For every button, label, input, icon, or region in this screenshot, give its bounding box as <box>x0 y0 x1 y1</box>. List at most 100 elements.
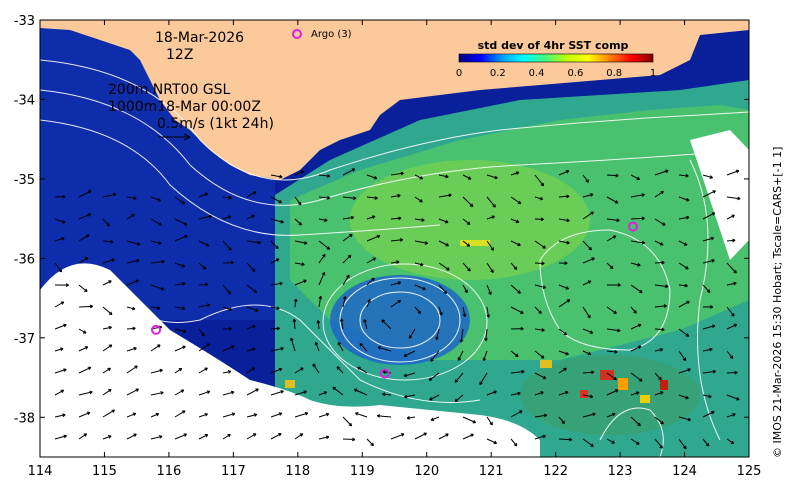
lon-tick-label: 115 <box>92 464 117 479</box>
current-vector-arrow <box>654 240 664 246</box>
current-vector-arrow <box>534 261 545 266</box>
current-vector-arrow <box>222 390 235 396</box>
current-vector-arrow <box>438 284 448 294</box>
current-vector-arrow <box>486 390 497 396</box>
current-vector-arrow <box>126 346 137 352</box>
current-vector-arrow <box>606 306 617 314</box>
current-vector-arrow <box>390 193 401 198</box>
current-vector-arrow <box>102 435 112 440</box>
current-vector-arrow <box>582 438 594 447</box>
current-vector-arrow <box>294 218 302 226</box>
current-vector-arrow <box>198 328 205 337</box>
current-vector-arrow <box>78 433 88 440</box>
current-vector-arrow <box>430 416 440 422</box>
current-vector-arrow <box>292 318 297 330</box>
current-vector-arrow <box>150 391 164 396</box>
current-vector-arrow <box>510 350 519 358</box>
colorbar-tick-label: 0.6 <box>567 68 583 79</box>
current-vector-arrow <box>726 413 736 418</box>
colorbar-ticks: 0 0.2 0.4 0.6 0.8 1 <box>456 68 656 79</box>
current-vector-arrow <box>486 306 491 318</box>
current-vector-arrow <box>270 412 283 418</box>
current-vector-arrow <box>534 240 546 249</box>
current-vector-arrow <box>174 196 186 205</box>
current-vector-arrow <box>462 196 474 208</box>
current-vector-arrow <box>510 171 520 176</box>
current-vector-arrow <box>678 394 689 400</box>
current-vector-arrow <box>534 350 545 359</box>
argo-legend-marker <box>292 29 302 39</box>
current-vector-arrow <box>318 174 331 178</box>
current-vector-arrow <box>318 295 323 308</box>
current-vector-arrow <box>702 236 715 242</box>
current-vector-arrow <box>582 174 589 183</box>
current-vector-arrow <box>462 174 472 180</box>
current-vector-arrow <box>246 413 258 418</box>
current-vector-arrow <box>678 438 687 450</box>
current-vector-arrow <box>606 262 614 270</box>
current-vector-arrow <box>294 390 307 396</box>
current-vector-arrow <box>630 174 641 181</box>
current-vector-arrow <box>390 216 402 221</box>
current-vector-arrow <box>486 262 494 273</box>
current-vector-arrow <box>382 392 392 397</box>
current-vector-arrow <box>102 344 113 352</box>
current-vector-arrow <box>102 239 114 244</box>
current-vector-arrow <box>454 394 464 403</box>
current-vector-arrow <box>582 350 592 356</box>
current-vector-arrow <box>54 368 67 374</box>
current-vector-arrow <box>606 412 616 418</box>
current-vector-arrow <box>198 240 210 247</box>
longitude-axis: 114 115 116 117 118 119 120 121 122 123 124 125 <box>28 20 762 479</box>
current-vector-arrow <box>342 437 356 442</box>
current-vector-arrow <box>366 174 378 180</box>
current-vector-arrow <box>654 169 669 176</box>
current-vector-arrow <box>630 193 645 198</box>
current-vector-arrow <box>174 328 187 334</box>
current-vector-arrow <box>222 195 232 200</box>
current-vector-arrow <box>486 174 498 180</box>
current-vector-arrow <box>342 168 356 176</box>
current-vector-arrow <box>534 217 544 222</box>
contour-lines <box>40 59 749 457</box>
current-vector-arrow <box>198 262 207 270</box>
current-vector-arrow <box>290 337 296 352</box>
current-vector-arrow <box>462 416 477 424</box>
current-vector-arrow <box>406 416 416 420</box>
current-vector-arrow <box>318 195 331 200</box>
current-vector-arrow <box>726 214 735 220</box>
current-vector-arrow <box>270 258 280 264</box>
lon-tick-label: 119 <box>350 464 375 479</box>
current-vector-arrow <box>174 410 186 418</box>
current-vector-arrow <box>654 347 664 352</box>
current-vector-arrow <box>486 438 498 445</box>
current-vector-arrow <box>654 391 664 396</box>
current-vector-arrow <box>246 262 256 272</box>
current-vector-arrow <box>558 299 571 308</box>
current-vector-arrow <box>54 301 65 308</box>
current-vector-arrow <box>318 435 330 440</box>
argo-markers <box>151 221 638 379</box>
current-vector-arrow <box>582 193 594 198</box>
current-vector-arrow <box>558 416 566 425</box>
current-vector-arrow <box>484 328 488 342</box>
current-vector-arrow <box>702 438 710 447</box>
current-vector-arrow <box>534 413 548 418</box>
current-vector-arrow <box>558 437 573 442</box>
current-vector-arrow <box>390 299 402 308</box>
current-vector-arrow <box>702 190 716 198</box>
current-vector-arrow <box>222 284 232 295</box>
current-vector-arrow <box>462 284 468 294</box>
current-vector-arrow <box>342 296 347 308</box>
colorbar-tick-label: 0.4 <box>529 68 545 79</box>
lon-tick-label: 125 <box>737 464 762 479</box>
current-vector-arrow <box>294 196 302 206</box>
current-vector-arrow <box>54 262 63 273</box>
current-vector-arrow <box>510 326 524 331</box>
current-vector-arrow <box>366 277 375 286</box>
current-vector-arrow <box>726 306 735 317</box>
current-vector-arrow <box>654 372 662 381</box>
current-vector-arrow <box>390 238 404 242</box>
current-vector-arrow <box>54 194 66 199</box>
current-vector-arrow <box>702 410 715 418</box>
